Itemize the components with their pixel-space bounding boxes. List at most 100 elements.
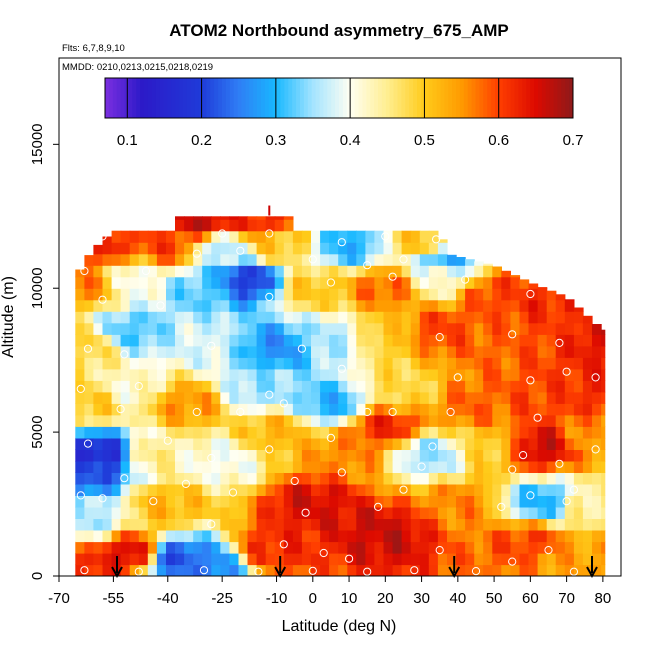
heatmap-cell [111, 311, 122, 324]
heatmap-cell [120, 495, 131, 508]
heatmap-cell [301, 530, 312, 543]
heatmap-cell [510, 449, 521, 462]
colorbar-swatch [241, 78, 246, 118]
heatmap-cell [465, 276, 475, 289]
heatmap-cell [428, 276, 439, 289]
heatmap-cell [338, 518, 348, 531]
heatmap-cell [456, 518, 466, 531]
heatmap-cell [492, 506, 502, 519]
heatmap-cell [546, 437, 557, 450]
heatmap-cell [156, 391, 167, 404]
heatmap-cell [537, 287, 548, 289]
heatmap-cell [274, 426, 285, 439]
heatmap-cell [166, 299, 176, 312]
heatmap-cell [601, 541, 606, 554]
sample-point [308, 566, 317, 575]
heatmap-cell [129, 449, 140, 462]
heatmap-cell [528, 357, 539, 370]
heatmap-cell [175, 345, 185, 358]
heatmap-cell [211, 506, 221, 519]
heatmap-cell [592, 334, 602, 347]
heatmap-cell [301, 506, 312, 519]
heatmap-cell [156, 311, 167, 324]
heatmap-cell [184, 541, 194, 554]
heatmap-cell [238, 541, 249, 554]
heatmap-cell [301, 426, 312, 439]
heatmap-cell [555, 299, 566, 312]
heatmap-cell [329, 460, 339, 473]
heatmap-cell [582, 483, 593, 496]
heatmap-cell [392, 230, 403, 243]
heatmap-cell [256, 242, 267, 255]
heatmap-cell [220, 414, 230, 427]
heatmap-cell [465, 530, 475, 543]
heatmap-cell [301, 449, 312, 462]
heatmap-cell [519, 460, 530, 473]
heatmap-cell [383, 495, 394, 508]
heatmap-cell [447, 288, 457, 301]
heatmap-cell [147, 437, 158, 450]
colorbar-swatch [463, 78, 469, 118]
heatmap-cell [447, 483, 457, 496]
heatmap-cell [401, 530, 412, 543]
heatmap-cell [220, 219, 230, 232]
heatmap-cell [401, 230, 412, 243]
heatmap-cell [292, 380, 303, 393]
sample-point [156, 301, 165, 310]
colorbar-swatch [276, 78, 281, 118]
heatmap-cell [220, 460, 230, 473]
heatmap-cell [320, 414, 330, 427]
heatmap-cell [256, 506, 267, 519]
heatmap-cell [338, 472, 348, 485]
sample-points [76, 205, 600, 576]
heatmap-cell [184, 322, 194, 335]
colorbar-swatch [112, 78, 118, 118]
heatmap-cell [465, 403, 475, 416]
heatmap-cell [120, 345, 131, 358]
heatmap-cell [84, 530, 95, 543]
heatmap-cell [501, 414, 511, 427]
heatmap-cell [256, 253, 267, 266]
heatmap-cell [229, 553, 240, 566]
heatmap-cell [365, 276, 376, 289]
heatmap-cell [256, 530, 267, 543]
colorbar-swatch [186, 78, 192, 118]
sample-point [218, 229, 227, 238]
heatmap-cell [193, 230, 203, 243]
heatmap-cell [347, 242, 357, 255]
colorbar-swatch [537, 78, 543, 118]
heatmap-cell [111, 334, 122, 347]
heatmap-cell [220, 449, 230, 462]
heatmap-cell [175, 472, 185, 485]
heatmap-cell [410, 322, 421, 335]
heatmap-cell [129, 311, 140, 324]
heatmap-cell [147, 460, 158, 473]
heatmap-cell [329, 253, 339, 266]
heatmap-cell [138, 334, 149, 347]
heatmap-cell [102, 311, 113, 324]
heatmap-cell [392, 299, 403, 312]
heatmap-cell [184, 230, 194, 243]
heatmap-cell [474, 414, 484, 427]
heatmap-cell [329, 426, 339, 439]
heatmap-cell [519, 541, 530, 554]
heatmap-cell [456, 288, 466, 301]
heatmap-cell [229, 368, 240, 381]
heatmap-cell [510, 288, 521, 301]
heatmap-cell [592, 426, 602, 439]
heatmap-cell [320, 518, 330, 531]
heatmap-cell [356, 495, 366, 508]
heatmap-cell [229, 414, 240, 427]
heatmap-cell [601, 334, 606, 347]
sample-point [363, 261, 372, 270]
sample-point [388, 407, 397, 417]
colorbar-swatch [136, 78, 141, 118]
heatmap-cell [120, 230, 131, 243]
heatmap-cell [283, 357, 294, 370]
x-tick-label: -10 [266, 590, 288, 607]
heatmap-cell [111, 472, 122, 485]
heatmap-cell [474, 530, 484, 543]
heatmap-cell [283, 506, 294, 519]
heatmap-cell [156, 368, 167, 381]
